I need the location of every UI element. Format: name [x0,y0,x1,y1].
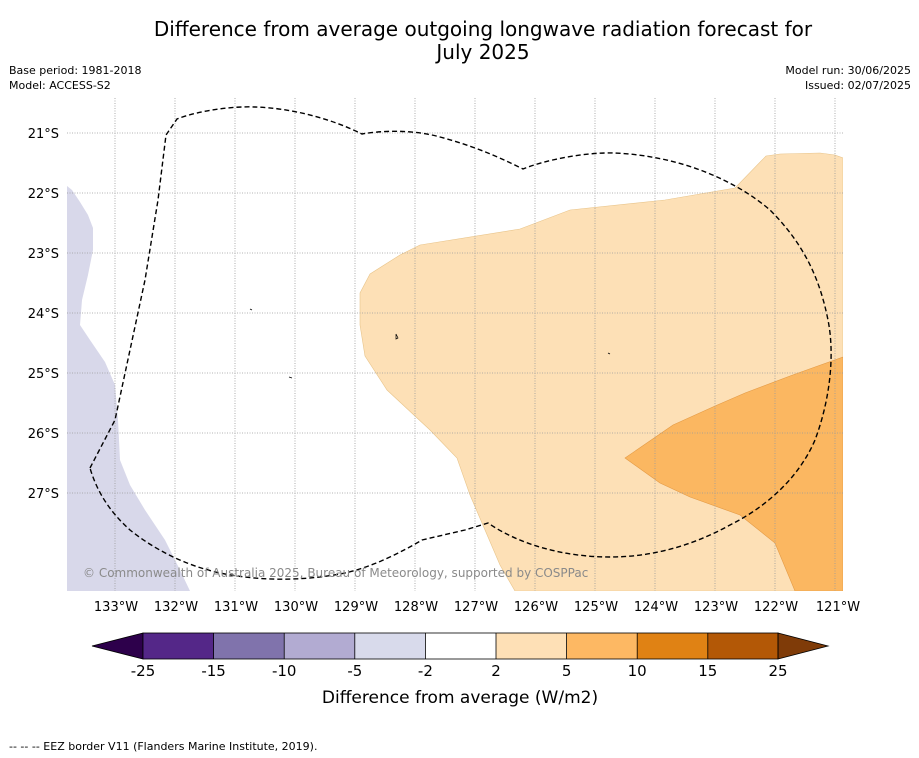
colorbar-tick-10: 25 [768,662,787,680]
copyright-notice: © Commonwealth of Australia 2025, Bureau… [83,566,588,580]
small-contour-features [249,308,611,379]
lon-label-132: 132°W [154,600,198,615]
colorbar-bin-9 [707,633,778,659]
colorbar-bin-1 [143,633,214,659]
model-name: Model: ACCESS-S2 [9,79,111,92]
colorbar-tick-1: -25 [131,662,156,680]
eez-border-legend: -- -- -- EEZ border V11 (Flanders Marine… [9,740,318,753]
title-line-2: July 2025 [436,40,530,64]
colorbar-bin-5 [425,633,496,659]
eez-border [89,106,832,580]
colorbar-tick-7: 5 [562,662,572,680]
meta-left: Base period: 1981-2018 Model: ACCESS-S2 [9,63,141,93]
lon-label-123: 123°W [694,600,738,615]
colorbar-bin-7 [566,633,638,659]
colorbar-tick-2: -15 [201,662,226,680]
anomaly-region-5-to-10 [624,356,843,591]
colorbar-extend-high [777,632,830,660]
lon-label-122: 122°W [754,600,798,615]
colorbar-label: Difference from average (W/m2) [322,688,598,708]
issued-date: Issued: 02/07/2025 [804,79,911,92]
colorbar-bin-3 [284,633,355,659]
colorbar-tick-8: 10 [628,662,647,680]
colorbar-extend-low [91,632,144,660]
colorbar: -25 -15 -10 -5 -2 2 5 10 15 25 Differenc… [91,632,830,708]
lon-label-129: 129°W [334,600,378,615]
lon-label-130: 130°W [274,600,318,615]
lon-label-124: 124°W [634,600,678,615]
map-title: Difference from average outgoing longwav… [0,18,919,64]
meta-right: Model run: 30/06/2025 Issued: 02/07/2025 [785,63,911,93]
colorbar-tick-5: -2 [418,662,433,680]
contour-speck-4 [607,352,611,355]
lon-label-125: 125°W [574,600,618,615]
negative-anomaly-region [67,186,190,591]
colorbar-bin-8 [637,633,708,659]
model-run: Model run: 30/06/2025 [785,64,911,77]
contour-speck-2 [249,308,253,311]
lat-label-24: 24°S [28,307,59,322]
title-line-1: Difference from average outgoing longwav… [153,17,813,41]
lat-label-23: 23°S [28,247,59,262]
lat-label-26: 26°S [28,427,59,442]
lon-label-131: 131°W [214,600,258,615]
colorbar-dividers [213,633,709,659]
lon-label-133: 133°W [94,600,138,615]
gridlines [67,98,843,591]
latitude-labels: 21°S 22°S 23°S 24°S 25°S 26°S 27°S [28,127,59,502]
colorbar-bin-2 [213,633,285,659]
lat-label-21: 21°S [28,127,59,142]
lon-label-126: 126°W [514,600,558,615]
longitude-labels: 133°W 132°W 131°W 130°W 129°W 128°W 127°… [94,600,860,615]
colorbar-bin-6 [496,633,567,659]
colorbar-bin-4 [354,633,426,659]
lon-label-121: 121°W [816,600,860,615]
lon-label-127: 127°W [454,600,498,615]
lon-label-128: 128°W [394,600,438,615]
map-area: © Commonwealth of Australia 2025, Bureau… [67,98,843,591]
colorbar-outline [142,632,779,660]
colorbar-tick-3: -10 [272,662,297,680]
lat-label-25: 25°S [28,367,59,382]
colorbar-tick-6: 2 [491,662,501,680]
colorbar-tick-9: 15 [698,662,717,680]
contour-speck-3 [288,376,293,379]
lat-label-27: 27°S [28,487,59,502]
lat-label-22: 22°S [28,187,59,202]
colorbar-tick-4: -5 [347,662,362,680]
contour-speck-1 [395,333,399,340]
base-period: Base period: 1981-2018 [9,64,142,77]
